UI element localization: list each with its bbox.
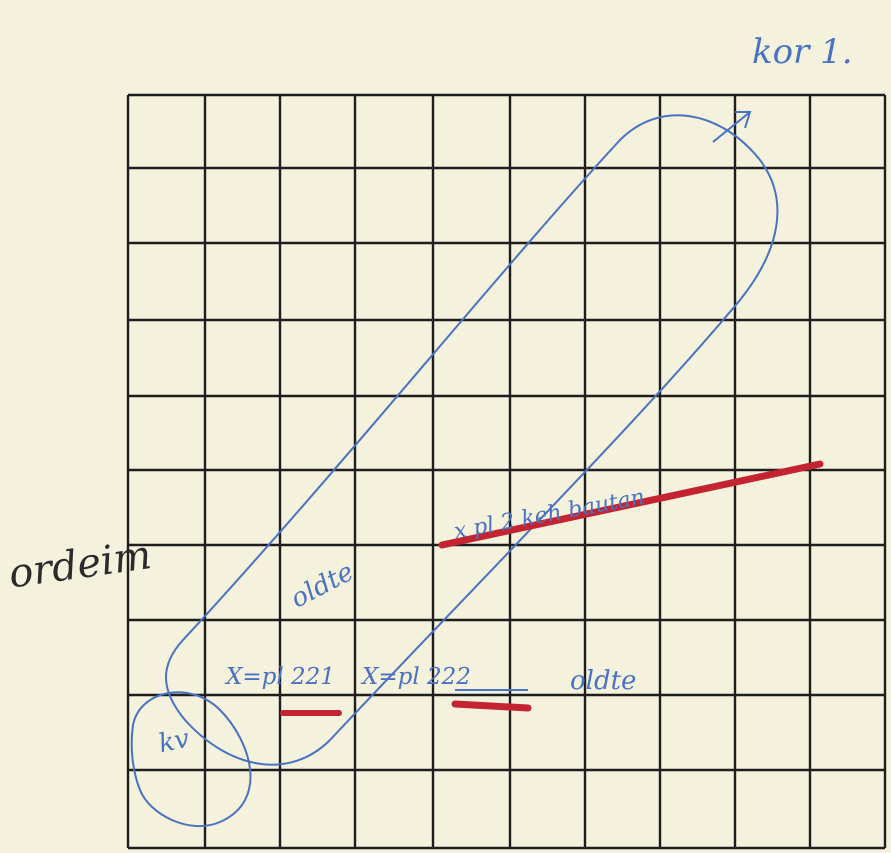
grid-lines <box>126 93 887 850</box>
arrow-icon <box>712 111 752 143</box>
corner-label: kor 1. <box>752 32 853 72</box>
corner-box-note: kv <box>156 723 193 760</box>
right-note: oldte <box>570 666 637 696</box>
x-note-2-underline <box>451 700 532 712</box>
corner-loop <box>130 691 252 827</box>
red-highlight-line <box>438 460 824 549</box>
x-note-2: X=pl 222 <box>362 664 471 690</box>
x-note-1: X=pl 221 <box>226 664 335 690</box>
